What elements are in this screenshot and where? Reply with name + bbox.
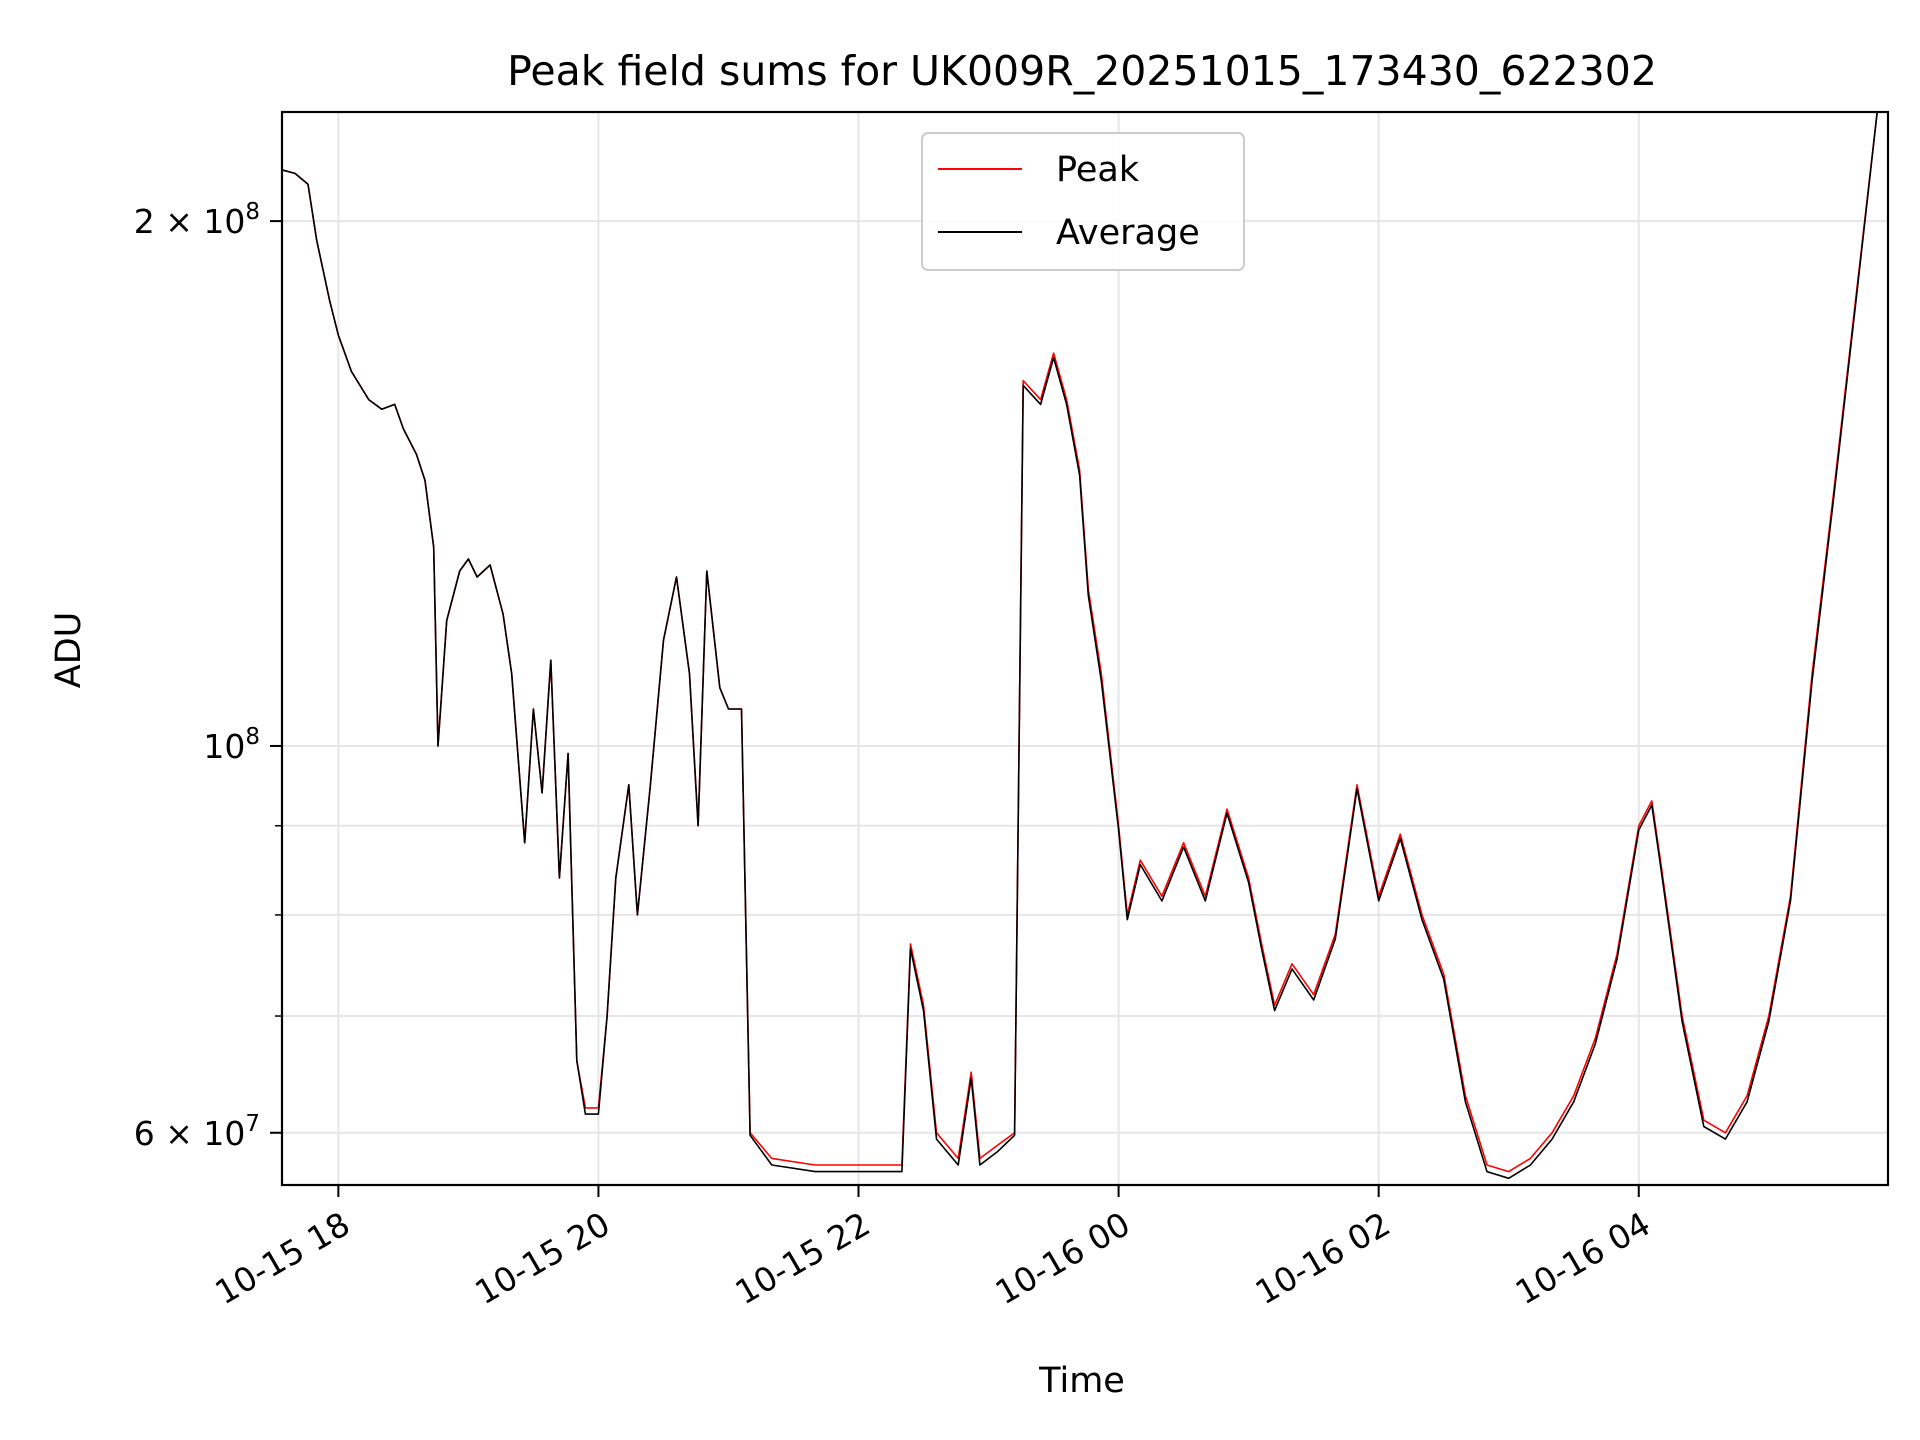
y-axis-label: ADU [49, 612, 89, 689]
y-tick-label: 6 × 107 [134, 1111, 260, 1153]
legend-average-label: Average [1056, 213, 1200, 253]
series-layer [282, 112, 1888, 1180]
y-tick-label: 2 × 108 [134, 199, 260, 241]
x-axis-label: Time [1038, 1361, 1125, 1401]
y-tick-exponent: 7 [245, 1111, 260, 1137]
gridlines [282, 112, 1888, 1185]
y-tick-exponent: 8 [245, 724, 260, 750]
chart-title: Peak field sums for UK009R_20251015_1734… [507, 47, 1657, 95]
series-line-average [282, 112, 1888, 1180]
legend: Peak Average [921, 132, 1245, 271]
y-tick-exponent: 8 [245, 199, 260, 225]
legend-box [921, 132, 1245, 271]
legend-peak-label: Peak [1056, 150, 1140, 190]
plot-frame [280, 110, 1890, 1187]
